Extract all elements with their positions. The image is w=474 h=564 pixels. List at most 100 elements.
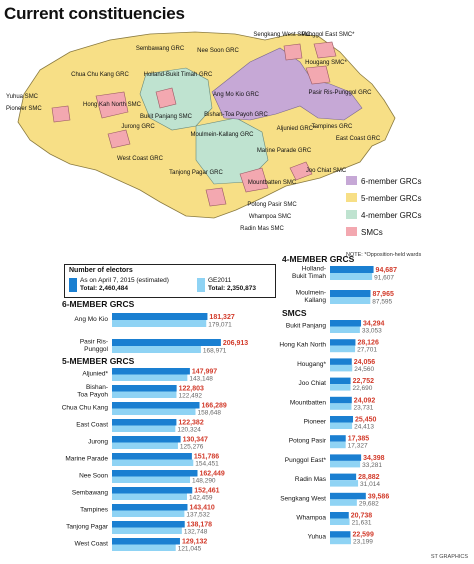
category-label: Whampoa [296,515,326,522]
bar-2015 [330,512,349,519]
bar-ge2011 [330,441,346,449]
data-label-ge2011: 22,690 [353,385,373,392]
legend-note: NOTE: *Opposition-held wards [346,252,422,258]
data-label-2015: 34,398 [363,455,385,462]
page-title: Current constituencies [4,4,185,23]
data-label-2015: 28,126 [357,340,379,347]
region-smc-mountbatten [239,167,269,193]
category-label: Hougang* [297,361,326,368]
map-label: Bishan-Toa Payoh GRC [204,112,268,118]
series1-swatch [69,278,77,292]
series2-swatch [197,278,205,292]
map-label: Nee Soon GRC [197,48,239,54]
data-label-ge2011: 148,290 [192,478,216,485]
map-label: West Coast GRC [117,156,164,162]
bar-2015 [112,436,181,443]
legend-swatch [346,193,357,202]
map-label: Pioneer SMC [6,106,42,112]
data-label-ge2011: 24,413 [354,424,374,431]
bar-2015 [330,416,354,423]
bar-ge2011 [330,403,352,410]
data-label-2015: 130,347 [183,437,208,444]
map-label: Tampines GRC [312,124,353,130]
category-label: East Coast [76,422,108,429]
region-smc-hong-kah [95,91,129,119]
data-label-2015: 22,752 [353,378,375,385]
bar-2015 [112,470,198,477]
map-label: Potong Pasir SMC [247,202,297,208]
data-label-ge2011: 158,648 [197,410,221,417]
category-label: Bukit Panjang [286,323,326,330]
bar-ge2011 [112,374,188,381]
bar-ge2011 [112,442,178,449]
data-label-2015: 24,092 [354,397,376,404]
data-label-2015: 22,599 [352,532,374,539]
map-label: Ang Mo Kio GRC [213,92,260,98]
bar-ge2011 [330,345,356,353]
data-label-2015: 17,385 [348,436,370,443]
data-label-2015: 94,687 [376,267,398,274]
data-label-2015: 129,132 [182,539,207,546]
bar-2015 [112,313,208,320]
map-label: Jurong GRC [121,124,155,130]
category-label: Holland- [302,265,326,272]
map-label: Chua Chu Kang GRC [71,72,129,78]
bar-ge2011 [112,346,201,353]
bar-2015 [112,402,200,409]
bar-ge2011 [330,297,371,304]
data-label-ge2011: 137,532 [186,512,210,519]
bar-ge2011 [330,273,373,280]
category-label: Radin Mas [295,476,327,483]
category-label: Punggol East* [285,457,327,464]
data-label-2015: 20,738 [351,513,373,520]
data-label-ge2011: 154,451 [195,461,219,468]
bar-2015 [112,339,221,346]
map-label: Sengkang West SMC [253,32,311,38]
data-label-2015: 122,803 [179,386,204,393]
bar-2015 [330,435,346,442]
series2-label: GE2011 [208,277,232,284]
data-label-ge2011: 31,014 [360,481,380,488]
data-label-ge2011: 168,971 [203,348,227,355]
bar-ge2011 [112,544,176,551]
bar-ge2011 [112,391,177,398]
region-smc-jurong [107,129,131,149]
data-label-2015: 25,450 [355,417,377,424]
map-label: Whampoa SMC [249,214,292,220]
data-label-ge2011: 120,324 [177,427,201,434]
data-label-ge2011: 24,560 [354,366,374,373]
region-smc-punggol-east [313,41,337,59]
category-label: Potong Pasir [289,438,327,445]
chart-group-title: 4-MEMBER GRCS [282,254,355,264]
region-smc-radin-mas [205,187,227,207]
data-label-ge2011: 179,071 [208,322,232,329]
bar-ge2011 [112,425,176,432]
category-label: Pasir Ris- [80,338,108,345]
category-label: Jurong [88,439,108,446]
data-label-ge2011: 125,276 [180,444,204,451]
bar-ge2011 [112,476,191,483]
legend-label: 6-member GRCs [361,177,422,186]
category-label: Moulmein- [296,289,326,296]
map-label: Tanjong Pagar GRC [169,170,223,176]
bar-2015 [112,385,177,392]
map-label: Radin Mas SMC [240,226,284,232]
bar-2015 [112,538,180,545]
category-label: Punggol [84,346,108,353]
category-label: Bishan- [86,384,108,391]
category-label: Marine Parade [65,456,108,463]
data-label-ge2011: 143,148 [189,376,213,383]
data-label-ge2011: 122,492 [178,393,202,400]
category-label: Sengkang West [280,495,326,502]
legend-label: 5-member GRCs [361,194,422,203]
data-label-2015: 28,882 [358,474,380,481]
legend-4-member: 4-member GRCs [346,210,474,220]
data-label-ge2011: 27,701 [357,347,377,354]
data-label-ge2011: 142,459 [189,495,213,502]
bar-ge2011 [330,460,361,468]
data-label-ge2011: 33,053 [362,328,382,335]
category-label: Pioneer [304,419,327,426]
legend-swatch [346,227,357,236]
map-label: Hougang SMC* [305,60,347,66]
